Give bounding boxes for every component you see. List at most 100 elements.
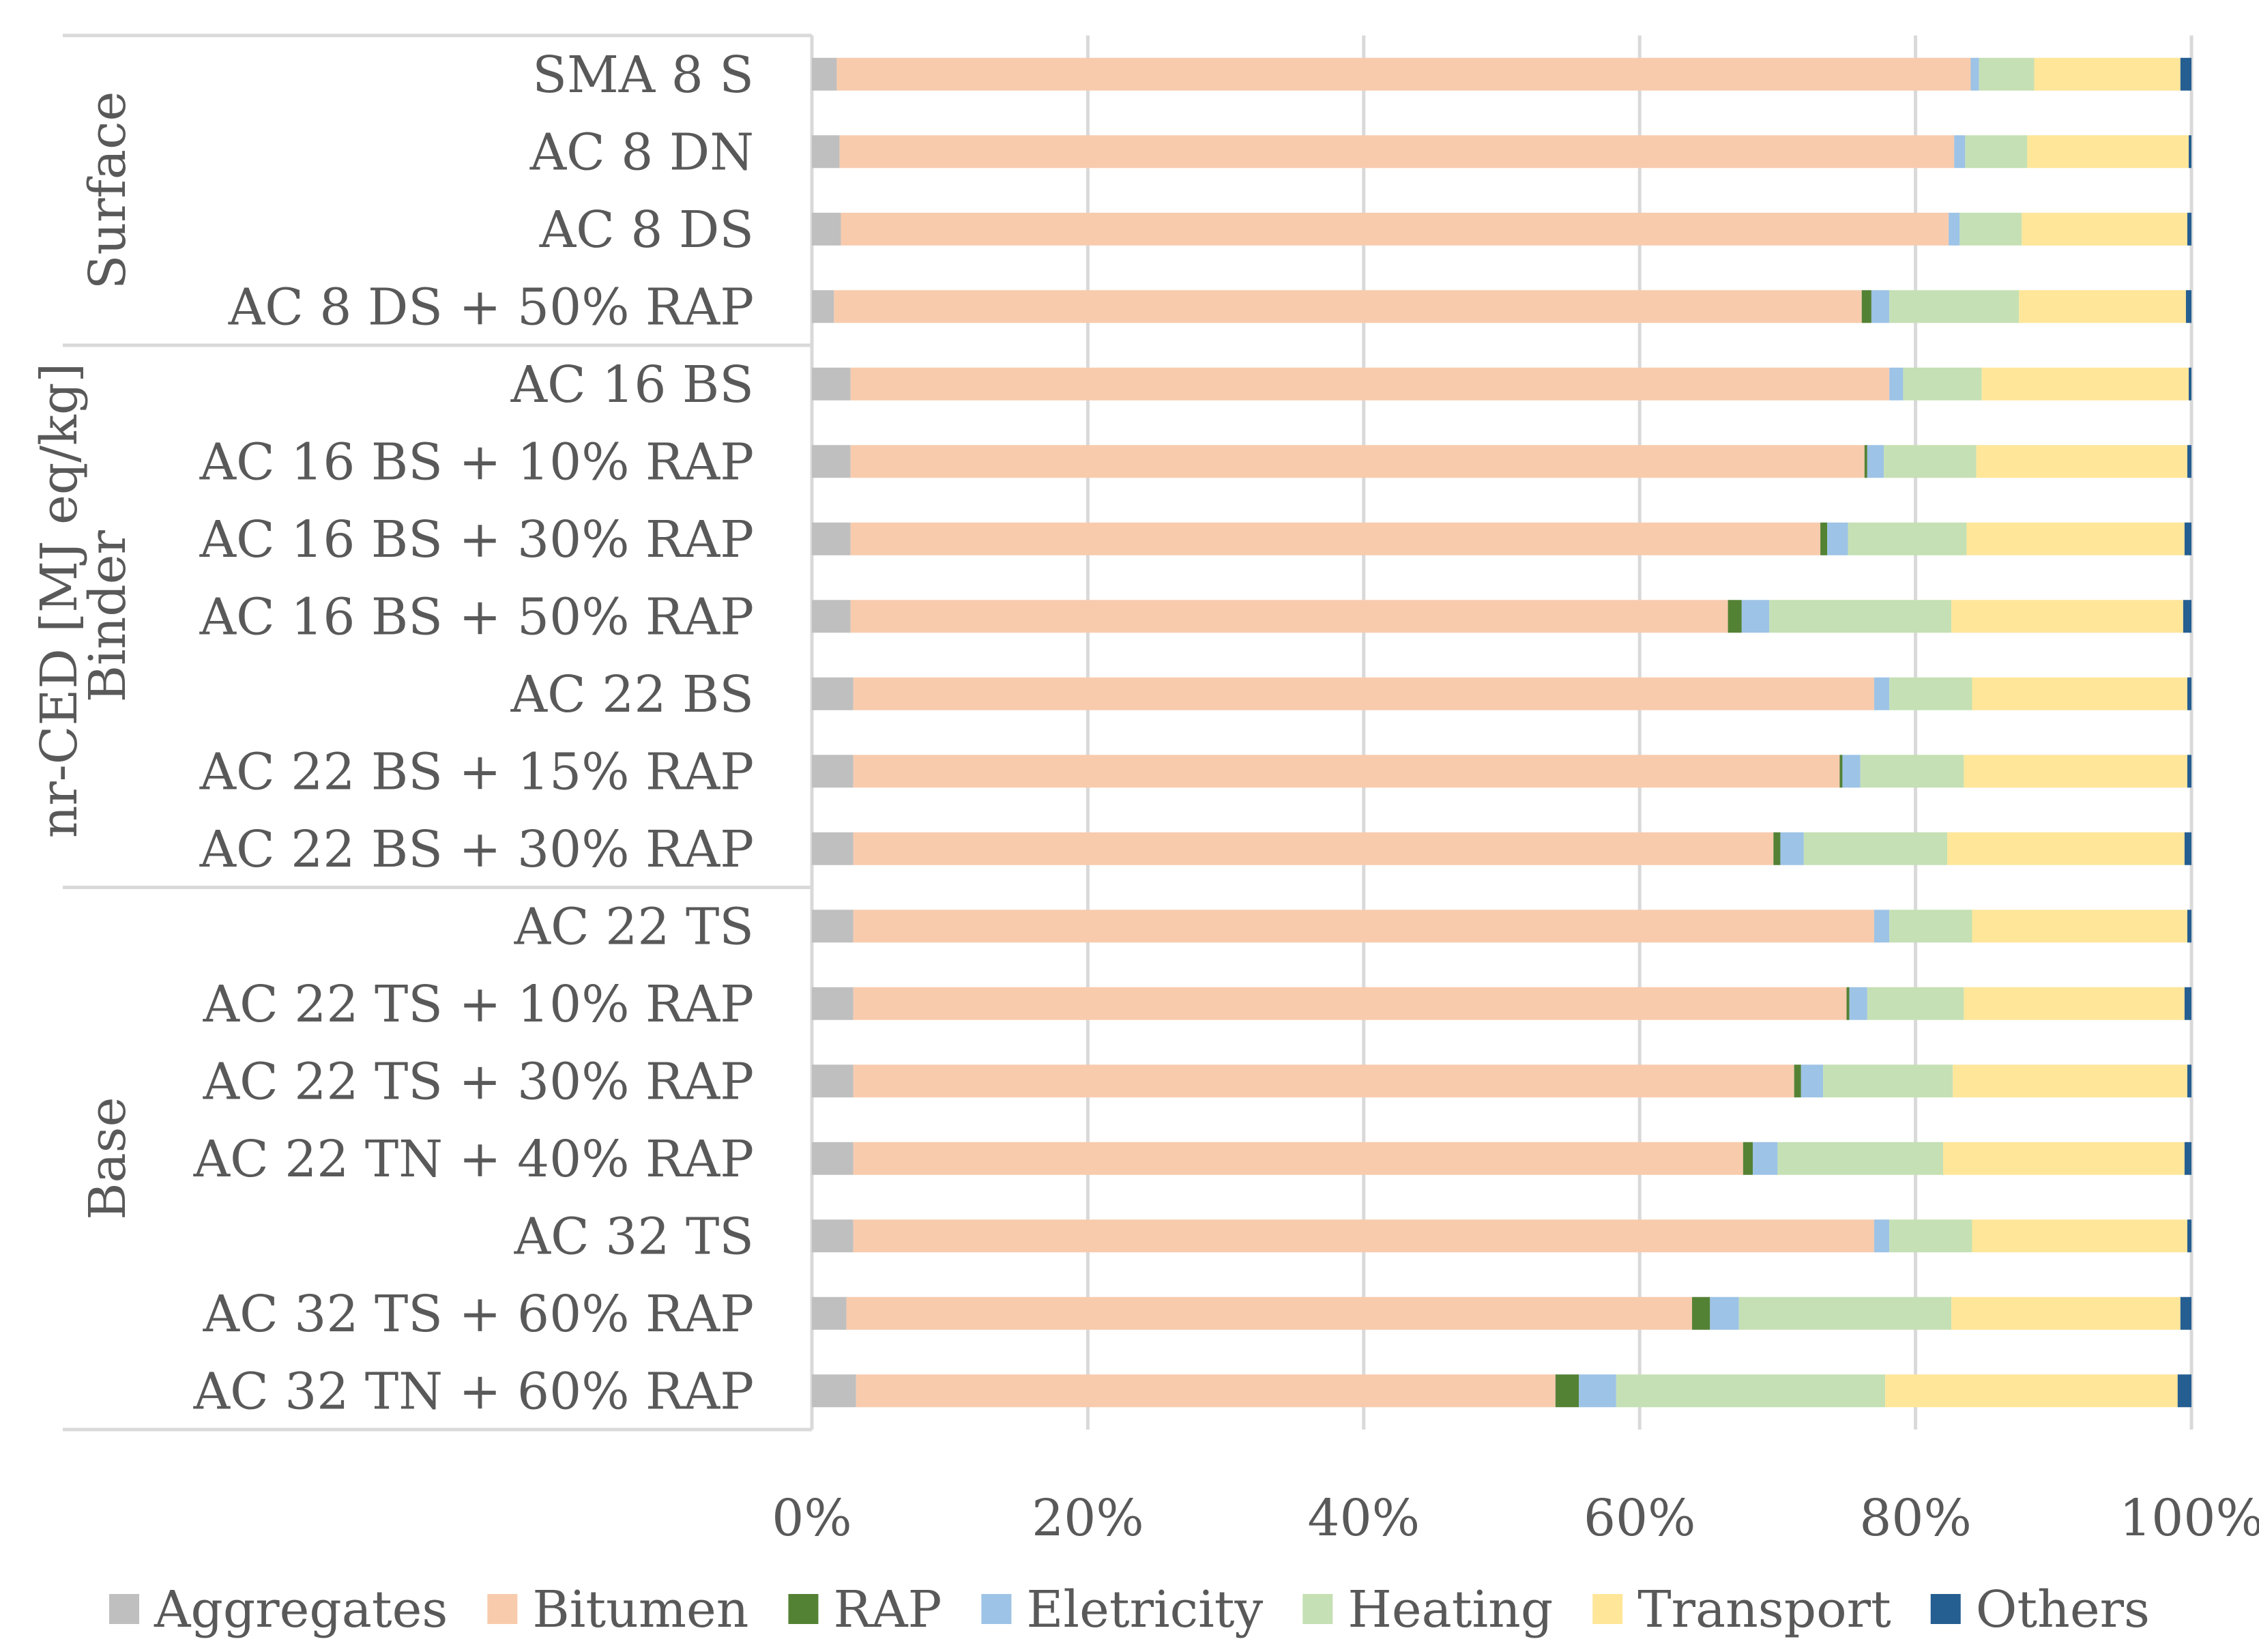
bar-segment-bitumen	[836, 57, 1971, 91]
bar-segment-rap	[1692, 1296, 1710, 1330]
bar-segment-heating	[1965, 135, 2028, 169]
bar-segment-heating	[1903, 367, 1982, 401]
bar-segment-transport	[1972, 677, 2187, 710]
bar-segment-transport	[1885, 1374, 2178, 1408]
bar-segment-bitumen	[853, 1064, 1794, 1098]
bar-segment-heating	[1889, 290, 2020, 323]
bar-segment-rap	[1864, 445, 1867, 478]
bar-segment-bitumen	[853, 987, 1847, 1020]
legend-swatch-rap	[788, 1594, 819, 1624]
bar-segment-bitumen	[853, 1219, 1874, 1253]
category-label: AC 32 TS	[514, 1207, 754, 1266]
bar-segment-transport	[1972, 910, 2187, 943]
bar-segment-rap	[1773, 832, 1781, 865]
bar-segment-eletricity	[1874, 1219, 1890, 1253]
bar-segment-others	[2184, 1142, 2191, 1175]
group-label-binder: Binder	[78, 530, 137, 703]
category-label: AC 8 DS	[539, 201, 754, 259]
bar-segment-aggregates	[812, 57, 837, 91]
bar-segment-heating	[1738, 1296, 1952, 1330]
bar-segment-transport	[1953, 1064, 2187, 1098]
legend-swatch-transport	[1592, 1594, 1623, 1624]
bar-segment-eletricity	[1874, 677, 1890, 710]
bar-segment-bitumen	[846, 1296, 1693, 1330]
bar-segment-rap	[1820, 522, 1828, 555]
bar-segment-bitumen	[841, 212, 1949, 246]
x-tick-label: 80%	[1859, 1489, 1971, 1548]
category-label: AC 16 BS + 50% RAP	[199, 588, 754, 646]
bar-segment-aggregates	[812, 1219, 854, 1253]
bar-segment-transport	[2027, 135, 2189, 169]
bar-segment-others	[2185, 290, 2191, 323]
bar-segment-eletricity	[1949, 212, 1960, 246]
bar-segment-eletricity	[1954, 135, 1966, 169]
bar-segment-eletricity	[1867, 445, 1884, 478]
category-label: AC 22 TS + 30% RAP	[203, 1052, 754, 1111]
bar-segment-aggregates	[812, 1064, 854, 1098]
x-tick-label: 60%	[1584, 1489, 1695, 1548]
bar-segment-aggregates	[812, 600, 851, 633]
bar-segment-eletricity	[1849, 987, 1867, 1020]
group-labels: Surface Binder Base	[78, 91, 137, 1220]
bar-segment-heating	[1889, 910, 1972, 943]
bar-segment-bitumen	[853, 1142, 1743, 1175]
bar-segment-eletricity	[1753, 1142, 1778, 1175]
bar-segment-aggregates	[812, 522, 851, 555]
x-tick-labels: 0% 20% 40% 60% 80% 100%	[772, 1489, 2259, 1548]
bar-segment-aggregates	[812, 135, 840, 169]
bar-segment-rap	[1555, 1374, 1579, 1408]
bar-segment-aggregates	[812, 1142, 854, 1175]
bar-segment-eletricity	[1741, 600, 1770, 633]
category-label: AC 22 TS	[514, 897, 754, 956]
bar-segment-others	[2180, 57, 2191, 91]
bar-segment-aggregates	[812, 1296, 847, 1330]
group-label-base: Base	[78, 1097, 137, 1220]
bar-segment-others	[2188, 135, 2191, 169]
bar-segment-heating	[1884, 445, 1977, 478]
bar-segment-heating	[1848, 522, 1967, 555]
bar-segment-transport	[2022, 212, 2187, 246]
bar-segment-aggregates	[812, 445, 851, 478]
bar-segment-eletricity	[1970, 57, 1979, 91]
bar-segment-bitumen	[834, 290, 1862, 323]
bar-segment-transport	[1943, 1142, 2185, 1175]
bar-segment-rap	[1846, 987, 1850, 1020]
bar-segment-eletricity	[1842, 755, 1861, 788]
bar-segment-transport	[1981, 367, 2189, 401]
bar-segment-transport	[1976, 445, 2187, 478]
category-label: AC 8 DN	[529, 123, 754, 182]
legend-label-aggregates: Aggregates	[154, 1580, 448, 1639]
bar-segment-heating	[1979, 57, 2035, 91]
legend-swatch-bitumen	[487, 1594, 518, 1624]
bar-segment-aggregates	[812, 755, 854, 788]
legend-label-transport: Transport	[1637, 1580, 1891, 1639]
bar-segment-others	[2188, 367, 2191, 401]
bar-segment-heating	[1769, 600, 1952, 633]
bar-segment-others	[2187, 212, 2191, 246]
category-labels: SMA 8 S AC 8 DN AC 8 DS AC 8 DS + 50% RAP AC…	[193, 46, 754, 1421]
bar-segment-others	[2184, 987, 2191, 1020]
bar-segment-others	[2184, 832, 2191, 865]
bar-segment-heating	[1777, 1142, 1944, 1175]
bar-segment-bitumen	[850, 445, 1865, 478]
legend-label-rap: RAP	[833, 1580, 942, 1639]
bar-segment-eletricity	[1874, 910, 1890, 943]
bar-segment-heating	[1867, 987, 1964, 1020]
bar-segment-others	[2184, 522, 2191, 555]
legend-swatch-aggregates	[109, 1594, 140, 1624]
bar-segment-bitumen	[853, 832, 1774, 865]
bar-segment-aggregates	[812, 987, 854, 1020]
category-label: AC 8 DS + 50% RAP	[228, 278, 754, 336]
bar-segment-transport	[2034, 57, 2181, 91]
bar-segment-others	[2183, 600, 2191, 633]
category-label: AC 32 TN + 60% RAP	[193, 1362, 754, 1421]
bar-segment-heating	[1959, 212, 2022, 246]
bar-segment-eletricity	[1801, 1064, 1824, 1098]
x-tick-label: 40%	[1308, 1489, 1420, 1548]
bar-segment-others	[2187, 677, 2191, 710]
category-label: AC 22 BS + 30% RAP	[199, 820, 754, 879]
bar-segment-bitumen	[853, 677, 1874, 710]
legend-swatch-others	[1930, 1594, 1961, 1624]
bar-segment-others	[2187, 445, 2191, 478]
